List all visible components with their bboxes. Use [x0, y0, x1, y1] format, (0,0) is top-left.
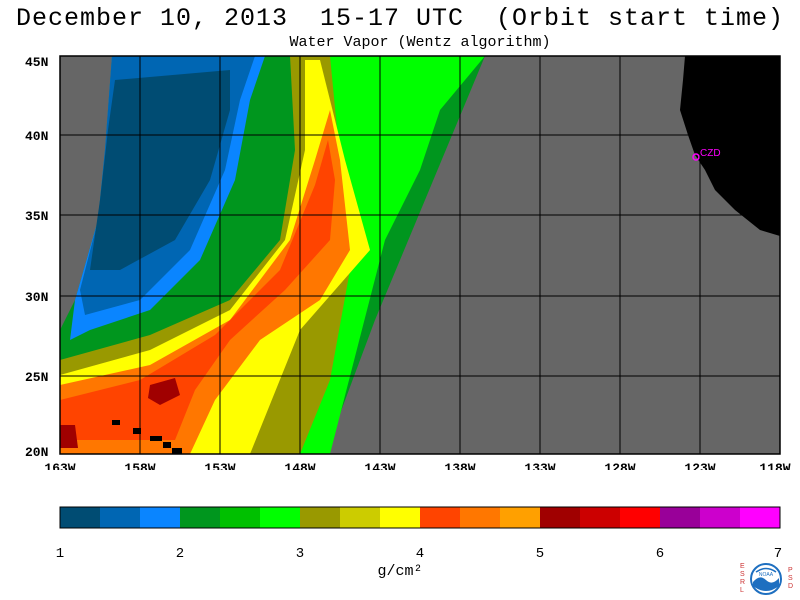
logo-letter: E — [740, 563, 745, 570]
colorbar-tick-label: 3 — [296, 546, 304, 562]
colorbar-tick-label: 6 — [656, 546, 664, 562]
colorbar-swatch — [380, 507, 421, 528]
colorbar-swatch — [300, 507, 341, 528]
logo-letter: S — [788, 575, 793, 582]
lon-label: 158W — [124, 461, 155, 470]
colorbar-swatch — [540, 507, 581, 528]
colorbar: 1 2 3 4 5 6 7 — [56, 506, 782, 562]
colorbar-swatch — [620, 507, 661, 528]
colorbar-swatch — [420, 507, 461, 528]
lon-label: 138W — [444, 461, 475, 470]
colorbar-frame — [59, 506, 781, 529]
colorbar-tick-label: 1 — [56, 546, 64, 562]
colorbar-tick-label: 4 — [416, 546, 424, 562]
colorbar-swatch — [260, 507, 301, 528]
lat-label: 45N — [25, 55, 48, 70]
lon-label: 118W — [759, 461, 790, 470]
colorbar-swatch — [500, 507, 541, 528]
colorbar-tick-label: 2 — [176, 546, 184, 562]
lat-label: 40N — [25, 129, 48, 144]
lon-label: 133W — [524, 461, 555, 470]
lon-label: 123W — [684, 461, 715, 470]
station-label: CZD — [700, 148, 721, 159]
logo-letter: R — [740, 579, 745, 586]
lat-label: 25N — [25, 370, 48, 385]
station-marker: CZD — [692, 148, 721, 161]
lon-label: 128W — [604, 461, 635, 470]
lon-label: 153W — [204, 461, 235, 470]
page-title: December 10, 2013 15-17 UTC (Orbit start… — [15, 4, 785, 33]
colorbar-swatch — [180, 507, 221, 528]
colorbar-tick-label: 7 — [774, 546, 782, 562]
colorbar-swatch — [340, 507, 381, 528]
colorbar-swatch — [140, 507, 181, 528]
colorbar-swatch — [220, 507, 261, 528]
lon-label: 148W — [284, 461, 315, 470]
logo-center-text: NOAA — [759, 572, 774, 578]
lon-label: 163W — [44, 461, 75, 470]
colorbar-swatch — [700, 507, 741, 528]
swath-dark-blue-core — [90, 70, 230, 270]
colorbar-tick-label: 5 — [536, 546, 544, 562]
logo-letter: P — [788, 567, 793, 574]
lat-lon-grid — [60, 56, 780, 454]
colorbar-ticks: 1 2 3 4 5 6 7 — [56, 546, 782, 562]
page-subtitle: Water Vapor (Wentz algorithm) — [289, 34, 551, 51]
lon-label: 143W — [364, 461, 395, 470]
logo-letter: L — [740, 587, 744, 594]
hawaii-islands — [112, 420, 182, 454]
latitude-labels: 45N 40N 35N 30N 25N 20N — [25, 55, 48, 460]
colorbar-swatch — [580, 507, 621, 528]
map-frame — [59, 55, 781, 455]
colorbar-swatch — [60, 507, 101, 528]
swath-dark-red-patch-2 — [148, 378, 180, 405]
water-vapor-map: CZD 45N 40N 35N 30N 25N 20N 163W 158W 15… — [25, 55, 791, 470]
colorbar-swatch — [100, 507, 141, 528]
colorbar-swatch — [660, 507, 701, 528]
longitude-labels: 163W 158W 153W 148W 143W 138W 133W 128W … — [44, 461, 790, 470]
colorbar-swatch — [460, 507, 501, 528]
lat-label: 30N — [25, 290, 48, 305]
colorbar-swatch — [740, 507, 781, 528]
noaa-esrl-psd-logo: E S R L P S D NOAA — [740, 563, 793, 595]
colorbar-swatches — [60, 507, 781, 528]
north-america-land — [680, 56, 780, 236]
logo-letter: D — [788, 583, 793, 590]
swath-dark-red-patch-1 — [60, 425, 78, 448]
lat-label: 20N — [25, 445, 48, 460]
colorbar-unit: g/cm² — [377, 563, 423, 580]
swath-yellow-band — [60, 60, 370, 454]
lat-label: 35N — [25, 209, 48, 224]
swath-red-orange-core — [60, 140, 335, 440]
logo-letter: S — [740, 571, 745, 578]
